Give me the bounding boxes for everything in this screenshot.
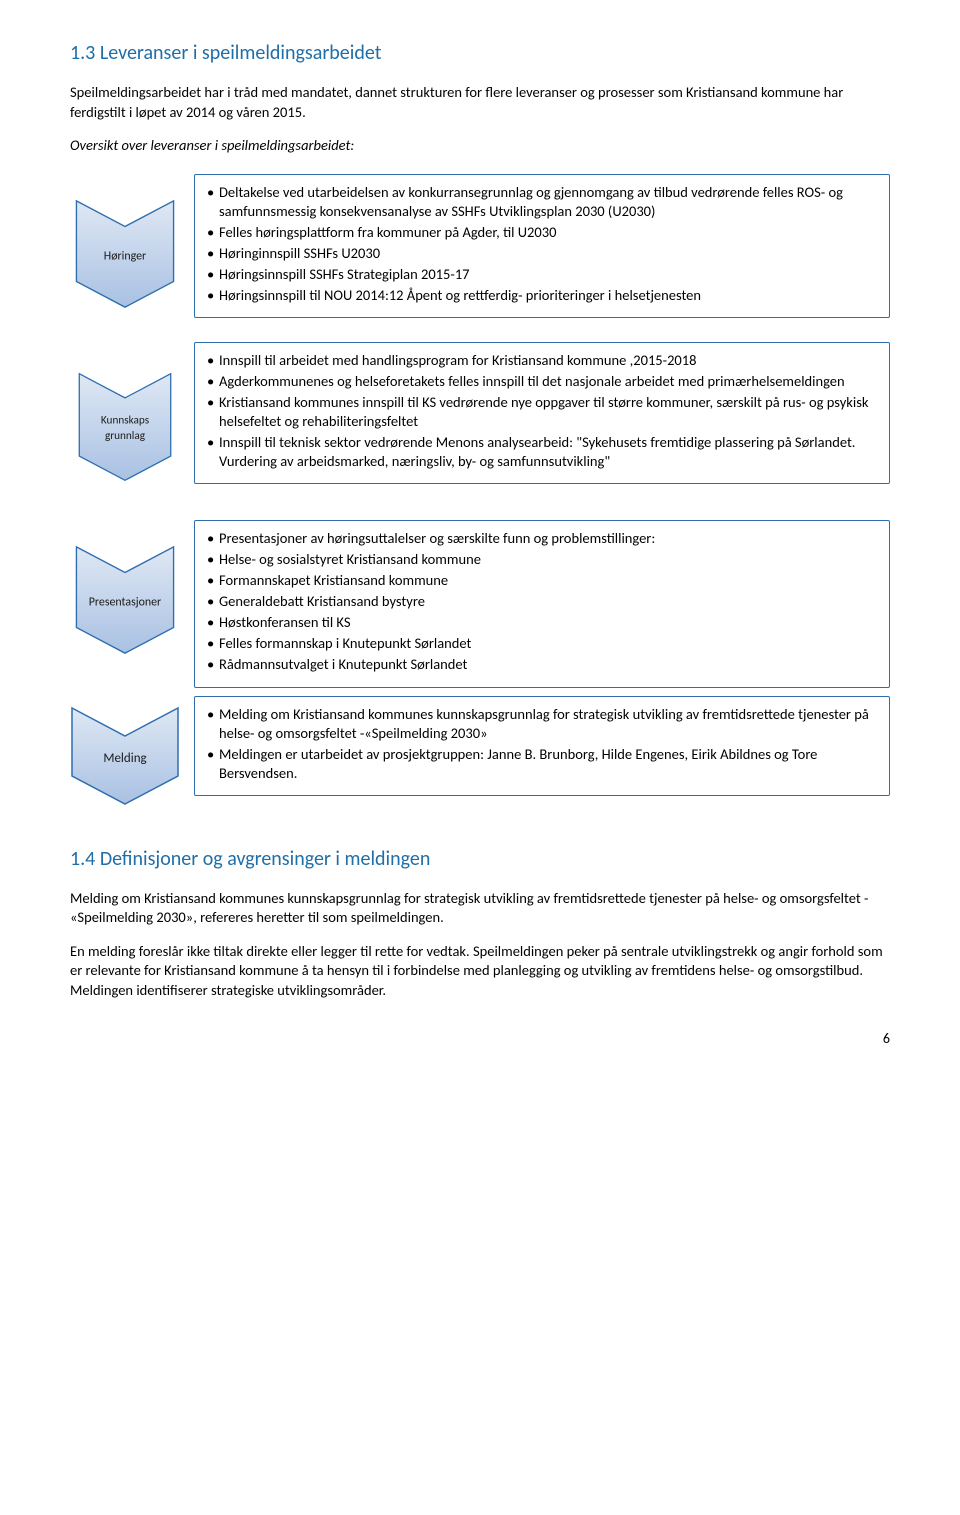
deliverable-card: Presentasjoner av høringsuttalelser og s…	[194, 520, 890, 688]
chevron-icon: Melding	[70, 696, 180, 816]
deliverable-row: Presentasjoner Presentasjoner av hørings…	[70, 520, 890, 688]
deliverable-card: Innspill til arbeidet med handlingsprogr…	[194, 342, 890, 485]
intro-paragraph: Speilmeldingsarbeidet har i tråd med man…	[70, 83, 890, 122]
page-number: 6	[70, 1030, 890, 1049]
chevron-icon: Presentasjoner	[70, 520, 180, 680]
list-item: Agderkommunenes og helseforetakets felle…	[207, 372, 877, 391]
section-heading-1-3: 1.3 Leveranser i speilmeldingsarbeidet	[70, 40, 890, 67]
list-item: Innspill til teknisk sektor vedrørende M…	[207, 433, 877, 471]
svg-text:Høringer: Høringer	[104, 249, 146, 263]
svg-text:grunnlag: grunnlag	[105, 429, 146, 443]
list-item: Formannskapet Kristiansand kommune	[207, 571, 877, 590]
svg-text:Melding: Melding	[103, 751, 146, 766]
list-item: Helse- og sosialstyret Kristiansand komm…	[207, 550, 877, 569]
deliverable-row: Kunnskaps grunnlag Innspill til arbeidet…	[70, 342, 890, 512]
list-item: Rådmannsutvalget i Knutepunkt Sørlandet	[207, 655, 877, 674]
list-item: Presentasjoner av høringsuttalelser og s…	[207, 529, 877, 548]
list-item: Meldingen er utarbeidet av prosjektgrupp…	[207, 745, 877, 783]
list-item: Felles høringsplattform fra kommuner på …	[207, 223, 877, 242]
list-item: Kristiansand kommunes innspill til KS ve…	[207, 393, 877, 431]
list-item: Innspill til arbeidet med handlingsprogr…	[207, 351, 877, 370]
deliverable-row: Melding Melding om Kristiansand kommunes…	[70, 696, 890, 816]
section2-para2: En melding foreslår ikke tiltak direkte …	[70, 942, 890, 1001]
list-item: Høstkonferansen til KS	[207, 613, 877, 632]
list-item: Deltakelse ved utarbeidelsen av konkurra…	[207, 183, 877, 221]
section2-para1: Melding om Kristiansand kommunes kunnska…	[70, 889, 890, 928]
list-item: Høringsinnspill til NOU 2014:12 Åpent og…	[207, 286, 877, 305]
list-item: Høringinnspill SSHFs U2030	[207, 244, 877, 263]
chevron-icon: Høringer	[70, 174, 180, 334]
list-item: Generaldebatt Kristiansand bystyre	[207, 592, 877, 611]
list-item: Melding om Kristiansand kommunes kunnska…	[207, 705, 877, 743]
overview-label: Oversikt over leveranser i speilmeldings…	[70, 136, 890, 156]
chevron-icon: Kunnskaps grunnlag	[70, 342, 180, 512]
deliverable-card: Melding om Kristiansand kommunes kunnska…	[194, 696, 890, 797]
svg-text:Presentasjoner: Presentasjoner	[89, 595, 161, 609]
section-heading-1-4: 1.4 Definisjoner og avgrensinger i meldi…	[70, 846, 890, 873]
deliverable-card: Deltakelse ved utarbeidelsen av konkurra…	[194, 174, 890, 319]
list-item: Høringsinnspill SSHFs Strategiplan 2015-…	[207, 265, 877, 284]
deliverable-row: Høringer Deltakelse ved utarbeidelsen av…	[70, 174, 890, 334]
list-item: Felles formannskap i Knutepunkt Sørlande…	[207, 634, 877, 653]
svg-text:Kunnskaps: Kunnskaps	[101, 413, 149, 427]
